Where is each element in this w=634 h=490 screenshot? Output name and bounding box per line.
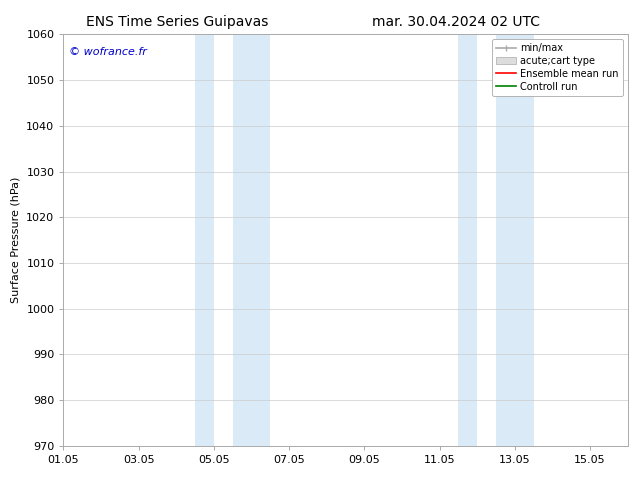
Text: mar. 30.04.2024 02 UTC: mar. 30.04.2024 02 UTC	[373, 15, 540, 29]
Y-axis label: Surface Pressure (hPa): Surface Pressure (hPa)	[11, 177, 21, 303]
Legend: min/max, acute;cart type, Ensemble mean run, Controll run: min/max, acute;cart type, Ensemble mean …	[492, 39, 623, 96]
Text: ENS Time Series Guipavas: ENS Time Series Guipavas	[86, 15, 269, 29]
Text: © wofrance.fr: © wofrance.fr	[69, 47, 147, 57]
Bar	[496, 34, 534, 446]
Bar	[233, 34, 270, 446]
Bar	[458, 34, 477, 446]
Bar	[195, 34, 214, 446]
